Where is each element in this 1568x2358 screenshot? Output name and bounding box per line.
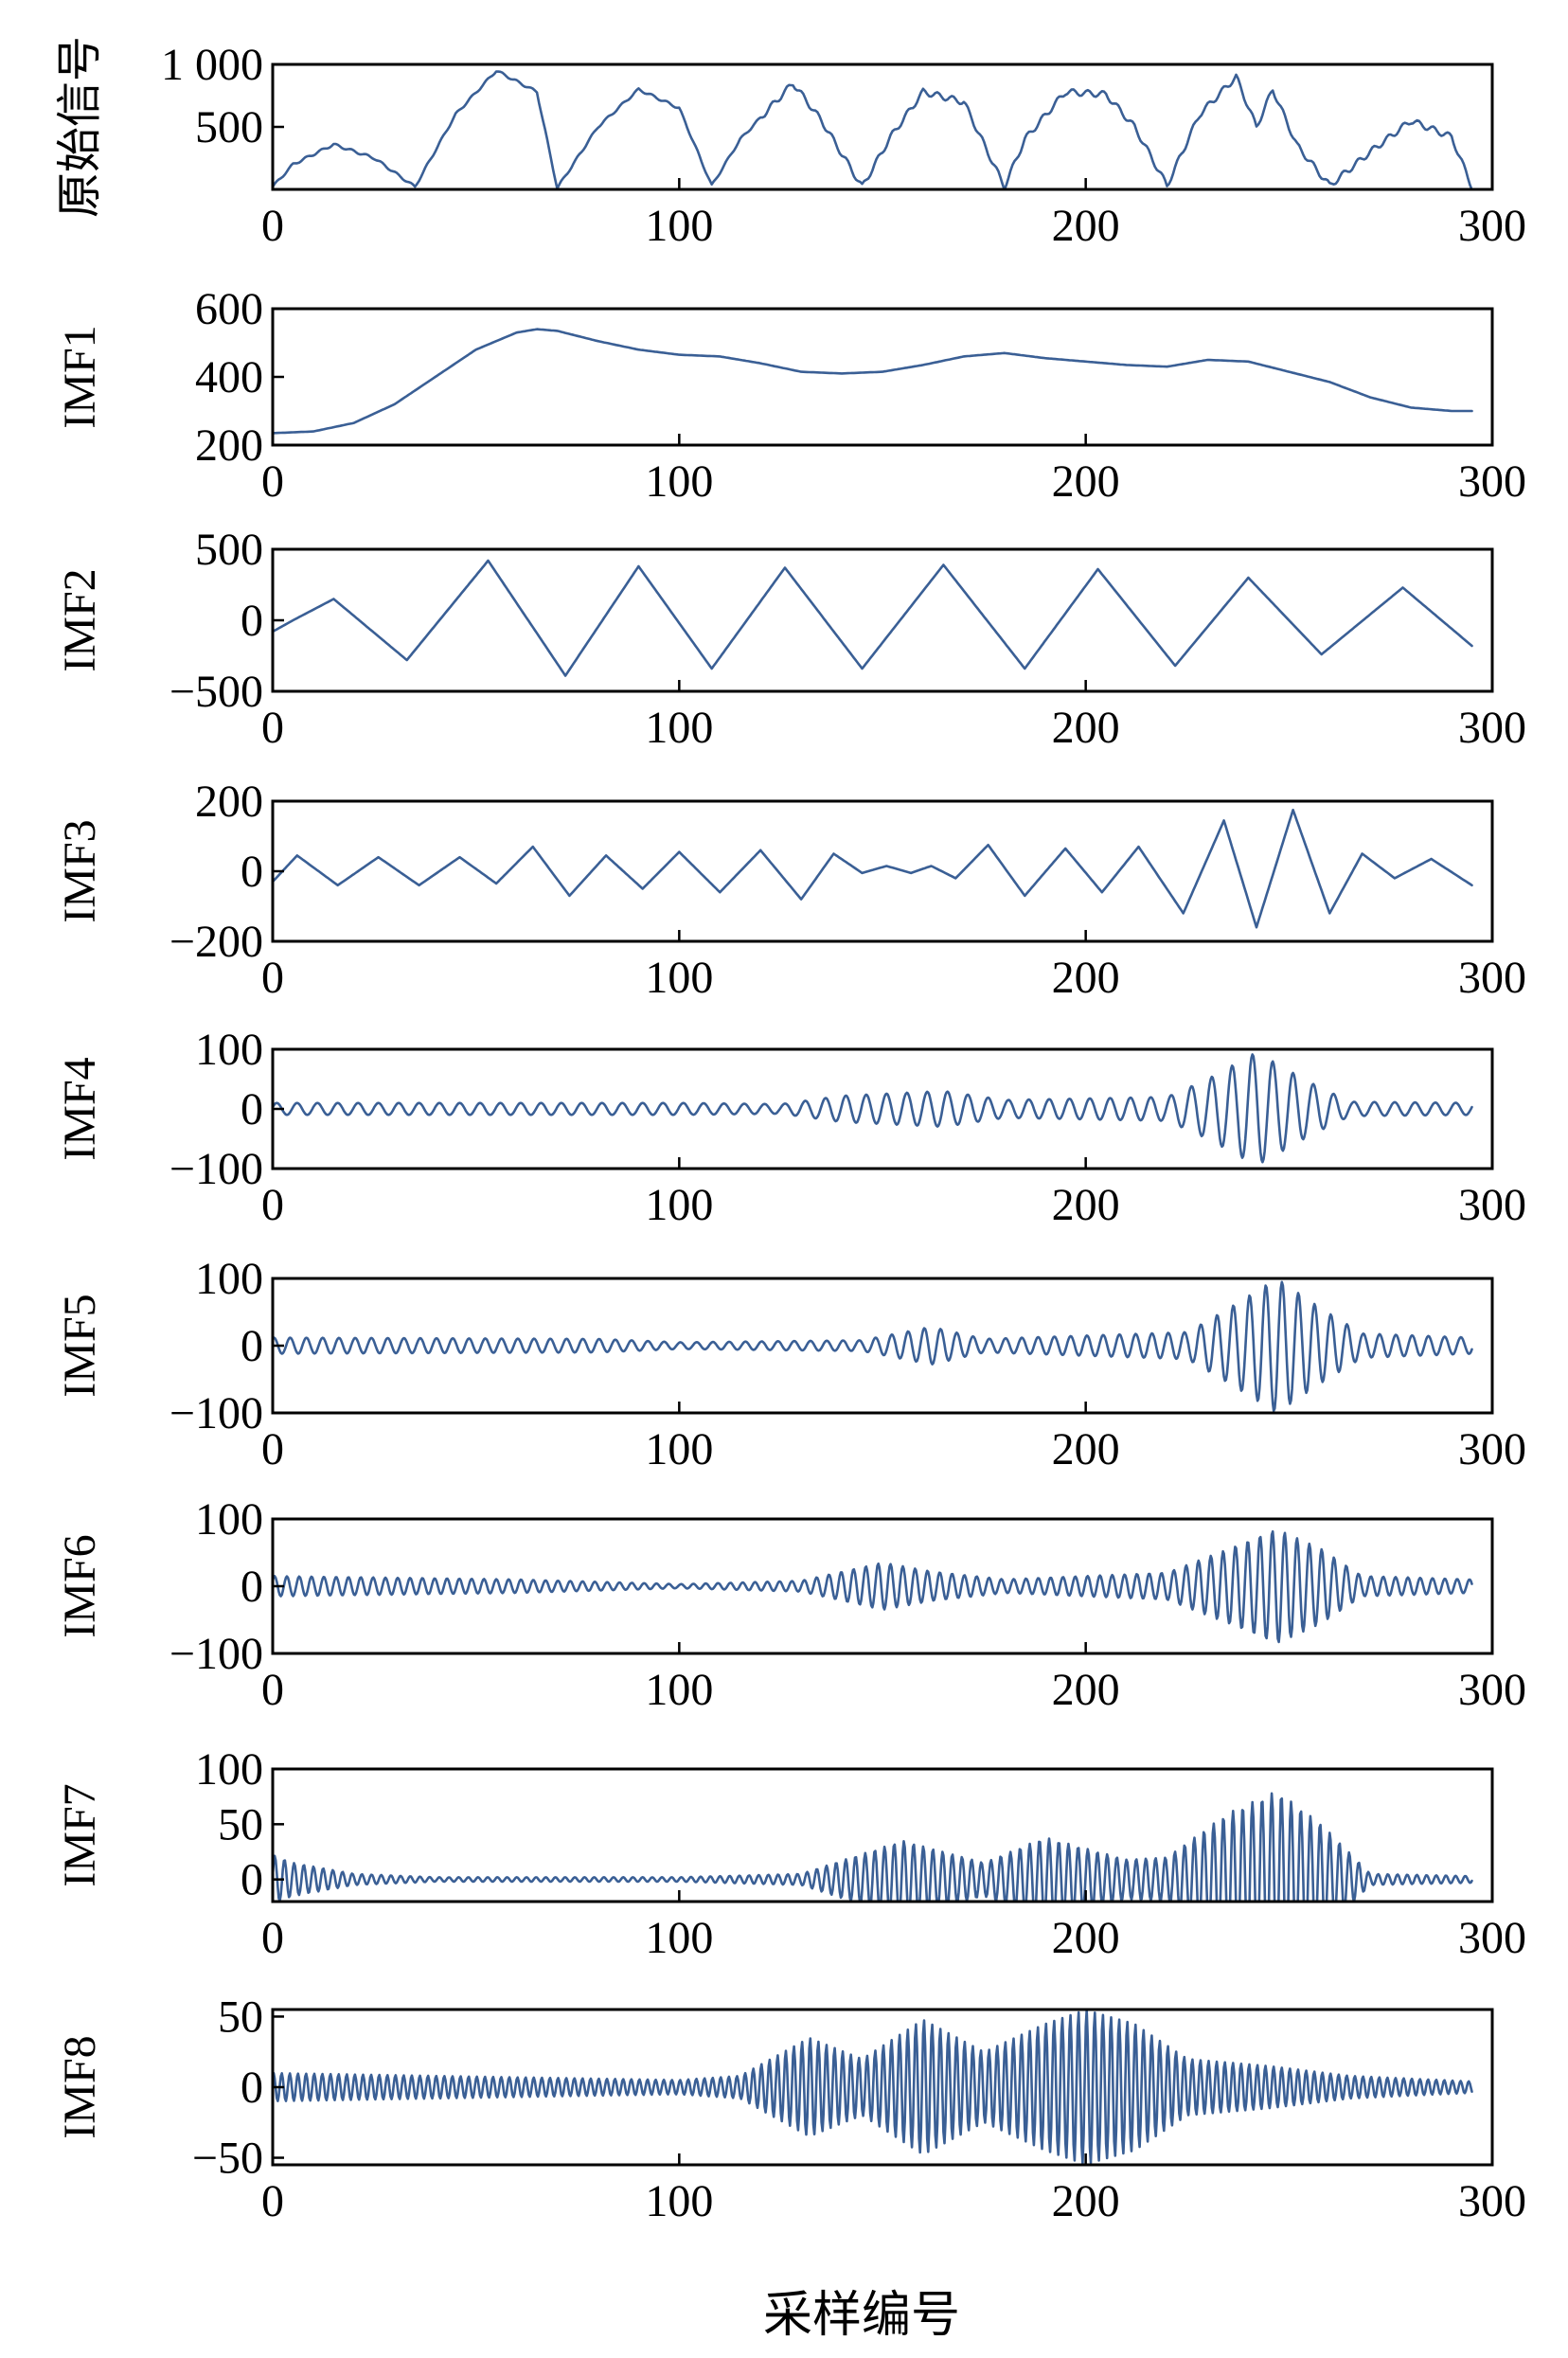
x-tick-label: 200 [1052,1180,1120,1230]
y-tick-label: 500 [195,102,263,152]
y-axis-label: IMF3 [55,819,105,922]
y-tick-label: 50 [218,1992,263,2042]
x-tick-label: 100 [645,703,713,753]
x-tick-label: 100 [645,953,713,1003]
x-tick-label: 200 [1052,953,1120,1003]
x-tick-label: 0 [261,2176,284,2226]
series-line [273,1053,1473,1164]
y-axis-label: IMF1 [55,325,105,428]
y-axis-label: IMF4 [55,1057,105,1160]
x-tick-label: 300 [1458,1180,1526,1230]
axes-frame [271,1767,1494,1903]
x-tick-label: 100 [645,456,713,507]
x-tick-label: 200 [1052,201,1120,251]
x-tick-label: 0 [261,703,284,753]
x-tick-label: 100 [645,1424,713,1474]
y-axis-label: IMF7 [55,1783,105,1886]
x-tick-label: 300 [1458,1913,1526,1963]
y-tick-label: 1 000 [161,40,263,90]
x-tick-label: 0 [261,1180,284,1230]
subplot-1: 0 100 200 300 500 1 000 原始信号 [55,36,1526,251]
subplot-2: 0 100 200 300 200 400 600 IMF1 [55,284,1526,507]
y-axis-label: 原始信号 [55,36,105,218]
y-tick-label: 50 [218,1799,263,1849]
y-tick-label: −500 [169,667,263,717]
y-tick-label: 200 [195,420,263,471]
y-tick-label: 0 [241,1321,263,1371]
y-tick-label: 100 [195,1254,263,1304]
y-axis-label: IMF5 [55,1294,105,1397]
x-tick-label: 200 [1052,703,1120,753]
series-line [273,2010,1473,2165]
series-line [273,328,1473,435]
x-tick-label: 100 [645,1913,713,1963]
x-tick-label: 300 [1458,1424,1526,1474]
y-tick-label: 100 [195,1744,263,1795]
y-tick-label: −200 [169,917,263,967]
y-axis-label: IMF6 [55,1534,105,1637]
x-tick-label: 300 [1458,703,1526,753]
x-tick-label: 100 [645,2176,713,2226]
y-tick-label: −50 [192,2134,263,2184]
series-line [273,1529,1473,1644]
y-tick-label: −100 [169,1144,263,1194]
x-tick-label: 0 [261,1665,284,1715]
x-tick-label: 200 [1052,1424,1120,1474]
axes-frame [271,547,1494,693]
x-tick-label: 0 [261,1424,284,1474]
y-tick-label: 0 [241,1562,263,1612]
series-line [273,1792,1473,1902]
y-tick-label: −100 [169,1629,263,1679]
series-line [273,70,1473,189]
x-tick-label: 300 [1458,201,1526,251]
axes-frame [271,63,1494,191]
x-tick-label: 100 [645,1665,713,1715]
y-tick-label: 0 [241,1855,263,1905]
axes-frame [271,799,1494,943]
x-tick-label: 200 [1052,1913,1120,1963]
y-tick-label: 100 [195,1025,263,1075]
x-tick-label: 300 [1458,953,1526,1003]
y-tick-label: 600 [195,284,263,334]
y-tick-label: 400 [195,352,263,402]
x-tick-label: 100 [645,1180,713,1230]
x-tick-label: 200 [1052,456,1120,507]
x-tick-label: 100 [645,201,713,251]
y-tick-label: 0 [241,1084,263,1134]
y-tick-label: 500 [195,525,263,575]
y-tick-label: −100 [169,1388,263,1438]
series-line [273,559,1473,677]
y-tick-label: 0 [241,2063,263,2113]
x-tick-label: 0 [261,456,284,507]
y-tick-label: 200 [195,777,263,827]
x-axis-label: 采样编号 [763,2287,960,2344]
series-line [273,1280,1473,1413]
y-tick-label: 0 [241,847,263,897]
x-tick-label: 0 [261,953,284,1003]
y-tick-label: 0 [241,596,263,646]
x-tick-label: 200 [1052,2176,1120,2226]
x-tick-label: 0 [261,201,284,251]
x-tick-label: 200 [1052,1665,1120,1715]
y-tick-label: 100 [195,1494,263,1545]
y-axis-label: IMF2 [55,568,105,671]
x-tick-label: 300 [1458,2176,1526,2226]
x-tick-label: 300 [1458,1665,1526,1715]
x-tick-label: 300 [1458,456,1526,507]
x-tick-label: 0 [261,1913,284,1963]
y-axis-label: IMF8 [55,2035,105,2138]
series-line [273,808,1473,929]
